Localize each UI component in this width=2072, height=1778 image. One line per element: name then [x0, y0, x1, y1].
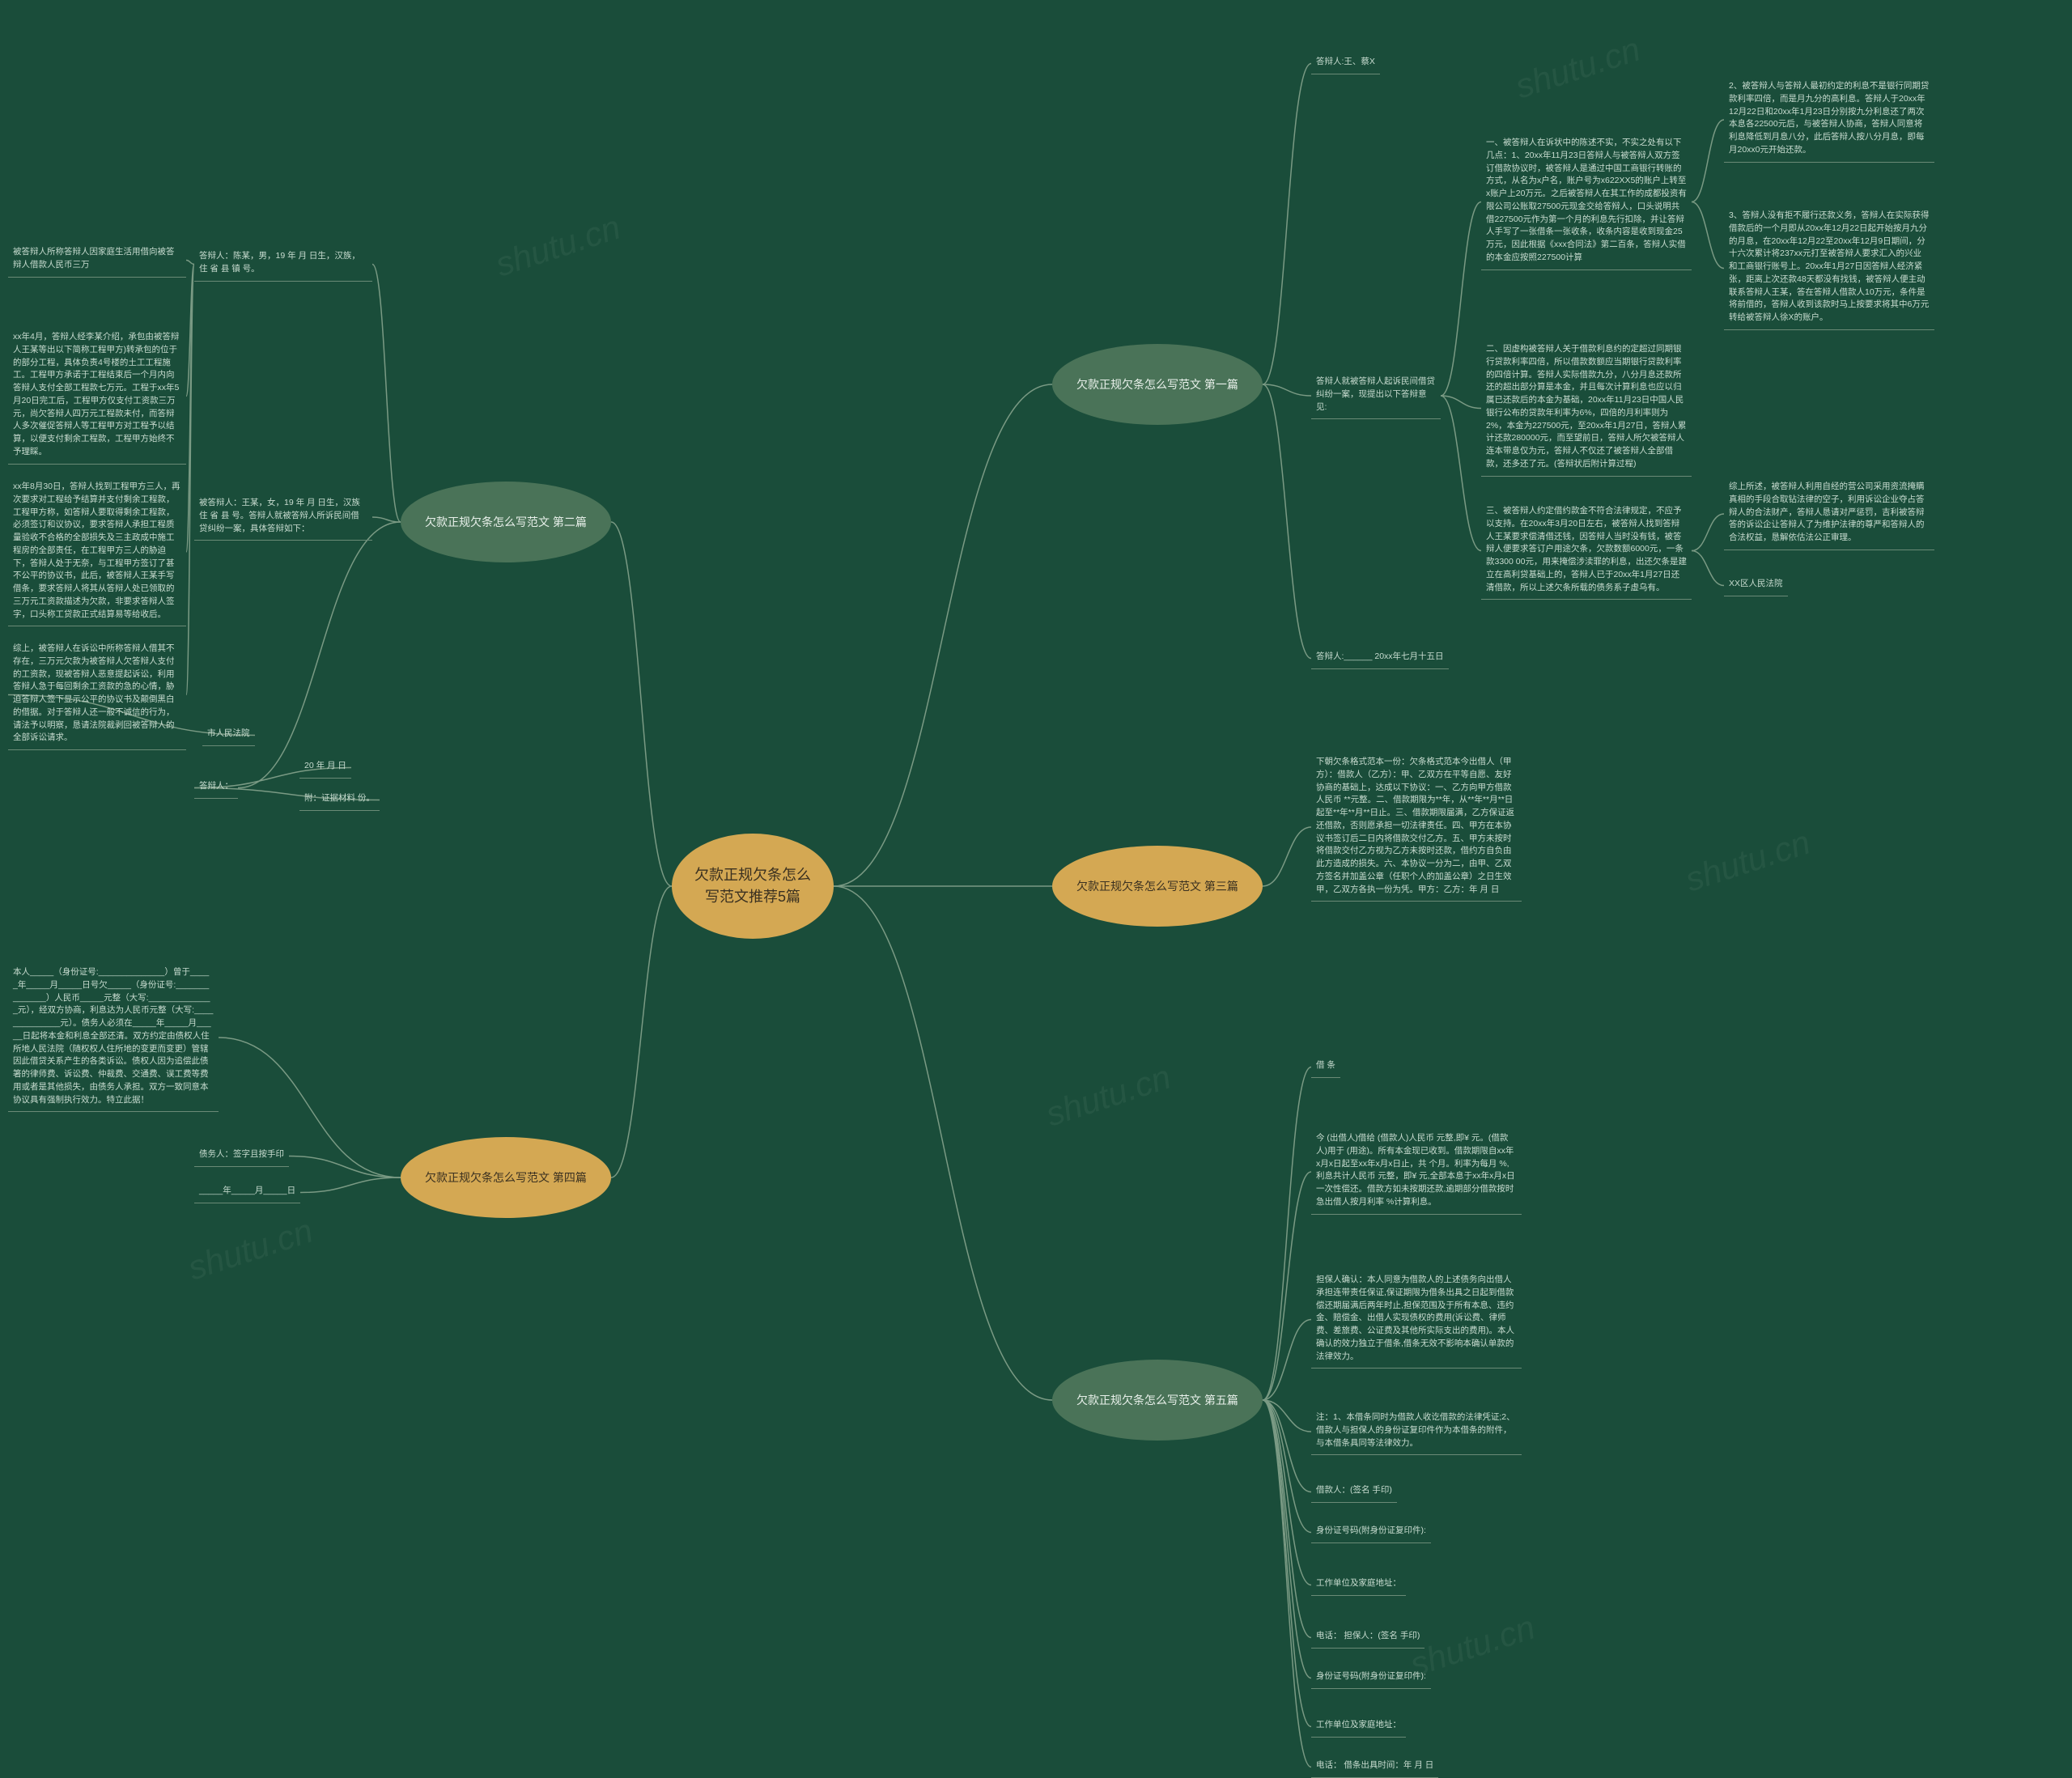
leaf-node: 答辩人：陈某，男，19 年 月 日生，汉族，住 省 县 镇 号。 [194, 247, 372, 282]
leaf-node: 20 年 月 日 [299, 757, 351, 779]
leaf-node: 综上所述，被答辩人利用自经的营公司采用资流掩瞒真相的手段合取钻法律的空子，利用诉… [1724, 477, 1934, 550]
watermark: shutu.cn [183, 1212, 317, 1288]
leaf-node: _____年_____月_____日 [194, 1182, 300, 1203]
watermark: shutu.cn [490, 208, 625, 285]
branch-node: 欠款正规欠条怎么写范文 第三篇 [1052, 846, 1263, 927]
branch-node: 欠款正规欠条怎么写范文 第一篇 [1052, 344, 1263, 425]
leaf-node: 答辩人:王、蔡X [1311, 53, 1380, 74]
leaf-node: 三、被答辩人约定借约款金不符合法律规定，不应予以支持。在20xx年3月20日左右… [1481, 502, 1692, 600]
leaf-node: 电话： 担保人：(签名 手印) [1311, 1627, 1424, 1649]
leaf-node: 借 条 [1311, 1056, 1340, 1078]
leaf-node: 答辩人:______ 20xx年七月十五日 [1311, 647, 1449, 669]
leaf-node: xx年4月，答辩人经李某介绍，承包由被答辩人王某等出以下简称工程甲方)转承包的位… [8, 328, 186, 465]
watermark: shutu.cn [1510, 30, 1645, 107]
branch-node: 欠款正规欠条怎么写范文 第四篇 [401, 1137, 611, 1218]
leaf-node: 二、因虚构被答辩人关于借款利息约的定超过同期银行贷款利率四倍，所以借款数额应当期… [1481, 340, 1692, 477]
leaf-node: 担保人确认：本人同意为借款人的上述债务向出借人承担连带责任保证,保证期限为借条出… [1311, 1271, 1522, 1369]
leaf-node: 本人_____（身份证号:______________）曾于_____年____… [8, 963, 219, 1112]
leaf-node: 身份证号码(附身份证复印件): [1311, 1521, 1431, 1543]
leaf-node: 一、被答辩人在诉状中的陈述不实，不实之处有以下几点：1、20xx年11月23日答… [1481, 134, 1692, 270]
leaf-node: 债务人：签字且按手印 [194, 1145, 289, 1167]
leaf-node: 借款人：(签名 手印) [1311, 1481, 1397, 1503]
leaf-node: 答辩人就被答辩人起诉民间借贷纠纷一案，现提出以下答辩意见: [1311, 372, 1441, 419]
branch-node: 欠款正规欠条怎么写范文 第五篇 [1052, 1360, 1263, 1441]
center-node: 欠款正规欠条怎么写范文推荐5篇 [672, 834, 834, 939]
leaf-node: xx年8月30日，答辩人找到工程甲方三人，再次要求对工程给予结算并支付剩余工程款… [8, 477, 186, 626]
branch-node: 欠款正规欠条怎么写范文 第二篇 [401, 482, 611, 562]
leaf-node: XX区人民法院 [1724, 575, 1788, 596]
watermark: shutu.cn [1680, 823, 1815, 900]
leaf-node: 综上，被答辩人在诉讼中所称答辩人借其不存在，三万元欠款为被答辩人欠答辩人支付的工… [8, 639, 186, 750]
leaf-node: 答辩人： [194, 777, 238, 799]
leaf-node: 今 (出借人)借给 (借款人)人民币 元整,即¥ 元。(借款人)用于 (用途)。… [1311, 1129, 1522, 1215]
watermark: shutu.cn [1041, 1058, 1175, 1135]
leaf-node: 注：1、本借条同时为借款人收讫借款的法律凭证;2、借款人与担保人的身份证复印件作… [1311, 1408, 1522, 1455]
leaf-node: 被答辩人：王某，女，19 年 月 日生，汉族 住 省 县 号。答辩人就被答辩人所… [194, 494, 372, 541]
leaf-node: 市人民法院 [202, 724, 255, 746]
leaf-node: 下朝欠条格式范本一份：欠条格式范本今出借人（甲方）：借款人（乙方）：甲、乙双方在… [1311, 753, 1522, 902]
leaf-node: 工作单位及家庭地址： [1311, 1574, 1406, 1596]
leaf-node: 工作单位及家庭地址： [1311, 1716, 1406, 1738]
leaf-node: 2、被答辩人与答辩人最初约定的利息不是银行同期贷款利率四倍，而是月九分的高利息。… [1724, 77, 1934, 163]
leaf-node: 被答辩人所称答辩人因家庭生活用借向被答辩人借款人民币三万 [8, 243, 186, 278]
leaf-node: 身份证号码(附身份证复印件): [1311, 1667, 1431, 1689]
leaf-node: 附：证据材料 份。 [299, 789, 380, 811]
leaf-node: 3、答辩人没有拒不履行还款义务，答辩人在实际获得借款后的一个月即从20xx年12… [1724, 206, 1934, 330]
